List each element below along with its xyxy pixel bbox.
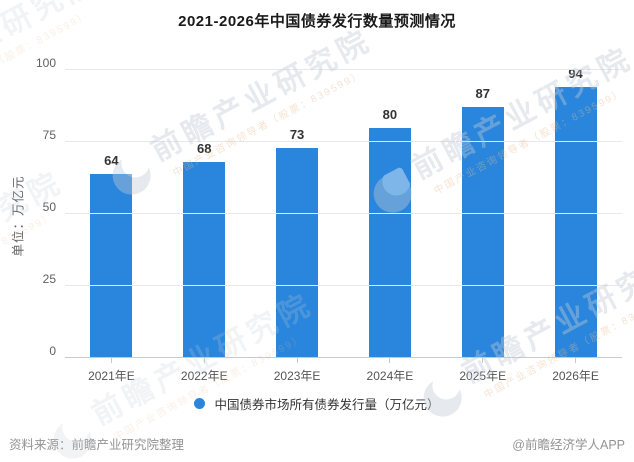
bar: [276, 147, 319, 358]
gridline: [65, 213, 622, 214]
bars-row: 64 68 73 80 87 94: [65, 66, 622, 358]
y-tick-label: 100: [35, 56, 56, 70]
x-axis-category: 2024年E: [343, 358, 436, 384]
gridline: [65, 285, 622, 286]
bar-value-label: 80: [382, 106, 398, 122]
legend: 中国债券市场所有债券发行量（万亿元）: [0, 394, 634, 413]
bar-group: 68: [158, 70, 251, 358]
chart-title: 2021-2026年中国债券发行数量预测情况: [178, 13, 456, 30]
bar-value-label: 68: [197, 141, 212, 157]
y-tick-label: 50: [42, 200, 56, 214]
y-tick-label: 0: [49, 344, 56, 358]
x-axis-category: 2022年E: [158, 358, 251, 384]
x-tick: [110, 358, 112, 363]
x-tick-label: 2026年E: [552, 369, 599, 383]
x-tick: [575, 358, 577, 363]
x-tick-label: 2024年E: [366, 369, 414, 383]
bar: [554, 87, 597, 358]
bar: [368, 127, 411, 358]
gridline: [65, 69, 622, 70]
x-axis-category: 2025年E: [436, 358, 529, 384]
x-tick-label: 2025年E: [459, 369, 507, 383]
bar-group: 80: [343, 70, 436, 358]
plot-area: 64 68 73 80 87 94 0 25 50 75 100: [36, 56, 622, 358]
x-tick: [203, 358, 205, 363]
bar-group: 73: [251, 70, 344, 358]
x-tick: [482, 358, 484, 363]
bar-value-label: 87: [475, 86, 490, 102]
bar-value-label: 73: [289, 126, 305, 142]
x-tick-label: 2023年E: [273, 369, 321, 383]
source-text: 资料来源：前瞻产业研究院整理: [9, 438, 185, 452]
bar-value-label: 94: [568, 66, 583, 82]
legend-label: 中国债券市场所有债券发行量（万亿元）: [214, 398, 440, 412]
x-tick: [389, 358, 391, 363]
bar: [461, 107, 504, 358]
gridline: [65, 357, 622, 358]
bar: [183, 162, 226, 358]
gridline: [65, 141, 622, 142]
x-tick-label: 2022年E: [180, 369, 228, 383]
y-tick-label: 75: [42, 128, 56, 142]
credit-text: @前瞻经济学人APP: [512, 438, 625, 452]
x-axis-category: 2023年E: [251, 358, 344, 384]
y-axis-name: 单位：万亿元: [11, 175, 26, 257]
bar-value-label: 64: [104, 152, 119, 168]
bar: [90, 173, 133, 358]
x-axis-category: 2026年E: [529, 358, 622, 384]
x-axis-labels: 2021年E 2022年E 2023年E 2024年E 2025年E 2026年E: [65, 358, 622, 384]
legend-marker-icon: [194, 398, 206, 409]
x-axis-category: 2021年E: [65, 358, 158, 384]
y-tick-label: 25: [42, 272, 56, 286]
bar-group: 94: [529, 66, 622, 358]
footer: 资料来源：前瞻产业研究院整理 @前瞻经济学人APP: [9, 434, 625, 453]
x-tick-label: 2021年E: [88, 369, 135, 383]
bar-group: 87: [436, 70, 529, 358]
x-tick: [296, 358, 298, 363]
bar-group: 64: [65, 70, 158, 358]
